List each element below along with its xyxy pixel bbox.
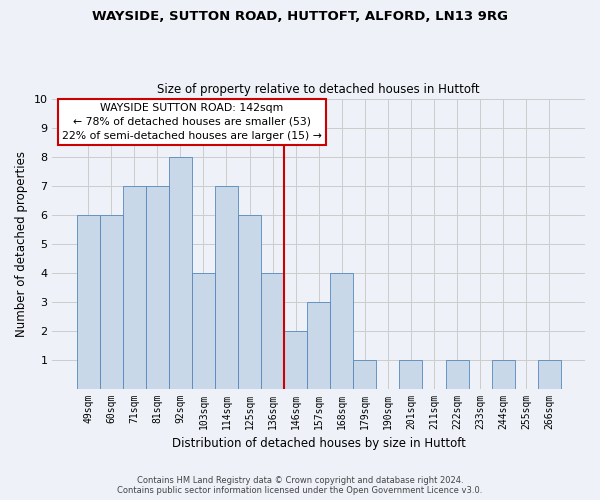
Bar	[261, 272, 284, 388]
Title: Size of property relative to detached houses in Huttoft: Size of property relative to detached ho…	[157, 83, 480, 96]
Bar	[238, 214, 261, 388]
Bar	[77, 214, 100, 388]
X-axis label: Distribution of detached houses by size in Huttoft: Distribution of detached houses by size …	[172, 437, 466, 450]
Bar	[215, 186, 238, 388]
Y-axis label: Number of detached properties: Number of detached properties	[15, 150, 28, 336]
Bar	[169, 156, 192, 388]
Bar	[538, 360, 561, 388]
Bar	[146, 186, 169, 388]
Bar	[100, 214, 123, 388]
Text: WAYSIDE, SUTTON ROAD, HUTTOFT, ALFORD, LN13 9RG: WAYSIDE, SUTTON ROAD, HUTTOFT, ALFORD, L…	[92, 10, 508, 23]
Text: Contains HM Land Registry data © Crown copyright and database right 2024.
Contai: Contains HM Land Registry data © Crown c…	[118, 476, 482, 495]
Bar	[400, 360, 422, 388]
Bar	[330, 272, 353, 388]
Bar	[123, 186, 146, 388]
Bar	[446, 360, 469, 388]
Text: WAYSIDE SUTTON ROAD: 142sqm
← 78% of detached houses are smaller (53)
22% of sem: WAYSIDE SUTTON ROAD: 142sqm ← 78% of det…	[62, 103, 322, 141]
Bar	[353, 360, 376, 388]
Bar	[491, 360, 515, 388]
Bar	[192, 272, 215, 388]
Bar	[307, 302, 330, 388]
Bar	[284, 330, 307, 388]
